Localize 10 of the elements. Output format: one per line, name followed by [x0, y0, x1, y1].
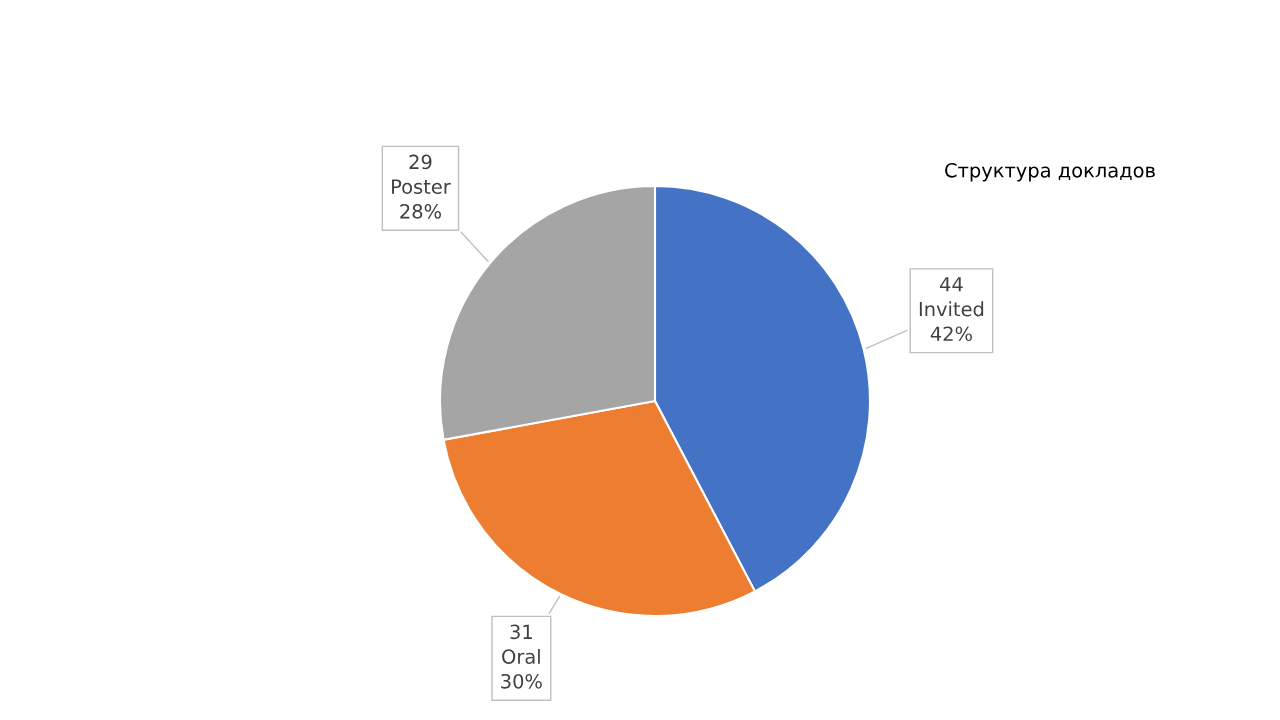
text: 28% [400, 204, 442, 219]
data-label: 44 [940, 277, 963, 292]
text: Структура докладов [945, 162, 1155, 182]
slice-label: Poster [392, 179, 451, 194]
data-label: 29 [409, 154, 432, 170]
text: 30% [501, 673, 542, 689]
slice-label: Invited [919, 301, 984, 317]
slice-label: Oral [502, 648, 540, 664]
data-label: 31 [510, 624, 532, 640]
text: 42% [930, 326, 972, 342]
